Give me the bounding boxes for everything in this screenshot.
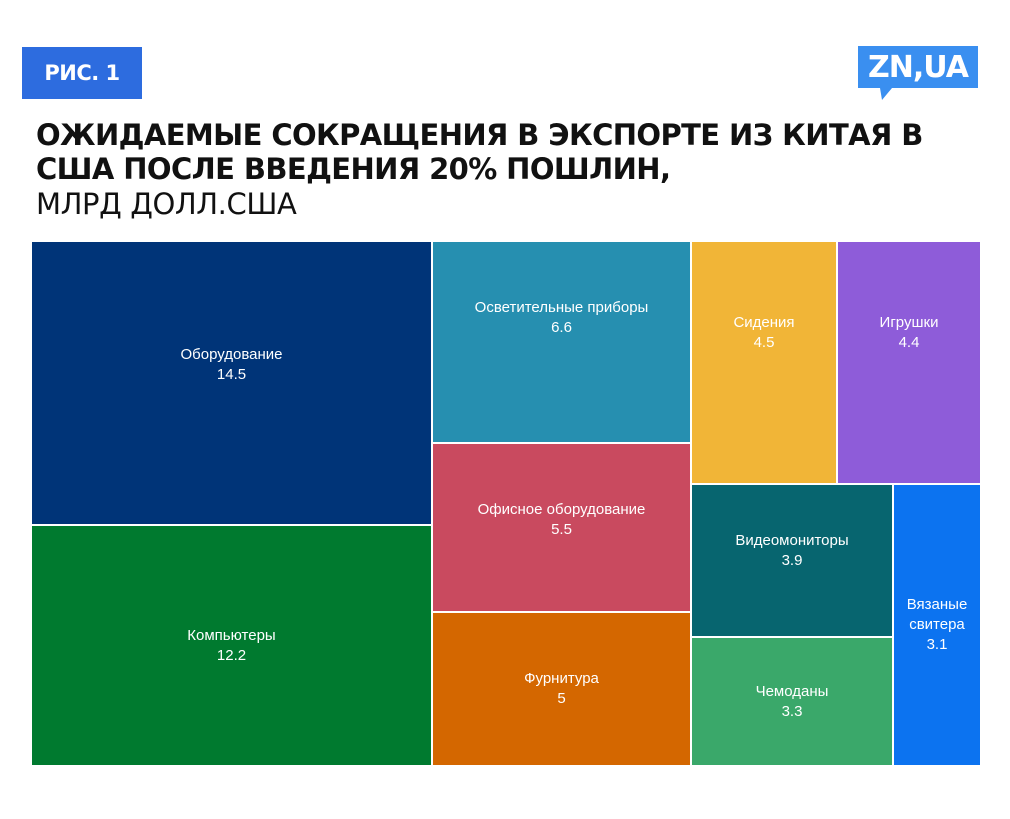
tile-value: 3.1 xyxy=(926,636,948,653)
tile-label: Осветительные приборы xyxy=(474,299,649,316)
tile-label: Офисное оборудование xyxy=(477,500,646,518)
treemap-tile: Игрушки 4.4 xyxy=(837,241,981,484)
tile-value: 4.5 xyxy=(753,333,775,351)
treemap-tile: Сидения 4.5 xyxy=(691,241,837,484)
tile-value: 14.5 xyxy=(216,366,247,383)
treemap-tile: Фурнитура 5 xyxy=(432,612,691,766)
chart-unit: МЛРД ДОЛЛ.США xyxy=(36,187,297,221)
chart-title-block: ОЖИДАЕМЫЕ СОКРАЩЕНИЯ В ЭКСПОРТЕ ИЗ КИТАЯ… xyxy=(36,118,986,222)
treemap-tile: Видеомониторы 3.9 xyxy=(691,484,893,637)
treemap-tile: Оборудование 14.5 xyxy=(31,241,432,525)
treemap-tile: Вязаные свитера 3.1 xyxy=(893,484,981,766)
tile-label: Фурнитура xyxy=(524,670,599,687)
treemap-chart: Оборудование 14.5 Компьютеры 12.2 Осветитель… xyxy=(31,241,981,766)
tile-value: 12.2 xyxy=(216,646,247,664)
tile-label: Оборудование xyxy=(180,346,283,363)
treemap-tile: Чемоданы 3.3 xyxy=(691,637,893,766)
tile-label: Сидения xyxy=(733,313,795,331)
logo-shape xyxy=(858,46,978,100)
treemap-tile: Осветительные приборы 6.6 xyxy=(432,241,691,443)
tile-label: Видеомониторы xyxy=(735,531,849,549)
treemap-tile: Офисное оборудование 5.5 xyxy=(432,443,691,612)
tile-value: 5.5 xyxy=(551,520,572,538)
tile-value: 3.3 xyxy=(781,702,803,720)
tile-value: 4.4 xyxy=(898,333,920,351)
tile-label: Компьютеры xyxy=(187,626,276,644)
chart-title: ОЖИДАЕМЫЕ СОКРАЩЕНИЯ В ЭКСПОРТЕ ИЗ КИТАЯ… xyxy=(36,118,923,186)
tile-value: 6.6 xyxy=(551,319,572,336)
figure-label: РИС. 1 xyxy=(22,47,142,99)
tile-value: 3.9 xyxy=(781,551,803,569)
treemap-tile: Компьютеры 12.2 xyxy=(31,525,432,766)
tile-label: Игрушки xyxy=(879,313,939,331)
tile-value: 5 xyxy=(557,690,566,707)
tile-label: Чемоданы xyxy=(755,682,829,700)
tile-label: Вязаные свитера xyxy=(906,596,968,633)
logo-text: ZN,UA xyxy=(868,50,970,85)
zn-ua-logo: ZN,UA xyxy=(858,46,978,100)
